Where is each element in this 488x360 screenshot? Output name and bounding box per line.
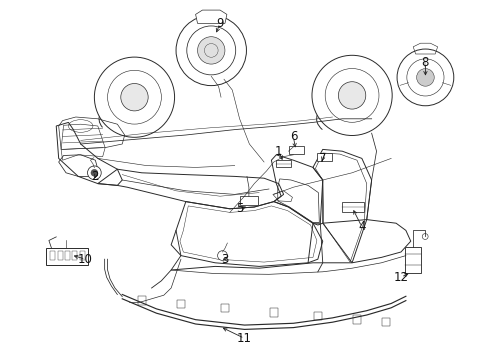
Circle shape	[121, 84, 148, 111]
Circle shape	[87, 166, 101, 180]
Bar	[342, 202, 364, 212]
Bar	[288, 146, 304, 154]
Circle shape	[94, 57, 174, 137]
Text: 2: 2	[91, 170, 99, 183]
Circle shape	[416, 69, 433, 86]
Bar	[80, 251, 84, 260]
Bar	[313, 312, 321, 320]
Circle shape	[338, 82, 365, 109]
Bar	[72, 251, 77, 260]
Text: 6: 6	[289, 130, 297, 143]
Text: 3: 3	[221, 253, 228, 266]
Bar	[316, 153, 331, 161]
Bar	[46, 248, 88, 265]
Bar	[239, 196, 258, 205]
Bar	[404, 247, 420, 273]
Circle shape	[311, 55, 391, 135]
Text: 11: 11	[237, 332, 251, 345]
Text: 8: 8	[421, 57, 428, 69]
Bar	[382, 318, 389, 327]
Text: 7: 7	[318, 152, 326, 165]
Text: 10: 10	[78, 253, 93, 266]
Text: 4: 4	[357, 220, 365, 233]
Circle shape	[396, 49, 453, 106]
Bar	[177, 300, 184, 308]
Circle shape	[176, 15, 246, 86]
Bar	[138, 296, 145, 305]
Bar	[58, 251, 62, 260]
Bar	[352, 315, 360, 324]
Bar	[221, 303, 228, 312]
Bar	[65, 251, 70, 260]
Bar	[50, 251, 55, 260]
Circle shape	[91, 169, 98, 176]
Polygon shape	[195, 10, 226, 23]
Circle shape	[217, 251, 227, 261]
Bar	[269, 308, 277, 316]
Text: 5: 5	[235, 202, 243, 215]
Text: 9: 9	[216, 17, 224, 30]
Text: 1: 1	[274, 145, 282, 158]
Bar	[276, 160, 290, 167]
Circle shape	[197, 37, 224, 64]
Text: 12: 12	[393, 271, 407, 284]
